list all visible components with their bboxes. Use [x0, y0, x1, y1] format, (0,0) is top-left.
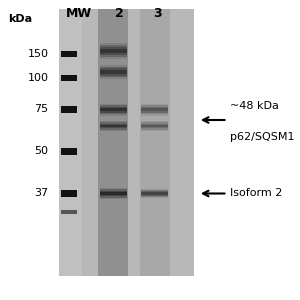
FancyBboxPatch shape [100, 105, 127, 106]
FancyBboxPatch shape [100, 55, 127, 57]
FancyBboxPatch shape [100, 198, 127, 199]
Text: 37: 37 [34, 188, 49, 199]
FancyBboxPatch shape [141, 130, 168, 131]
FancyBboxPatch shape [141, 194, 168, 195]
FancyBboxPatch shape [141, 195, 168, 196]
FancyBboxPatch shape [100, 191, 127, 192]
FancyBboxPatch shape [100, 47, 127, 49]
FancyBboxPatch shape [100, 110, 127, 111]
FancyBboxPatch shape [100, 53, 127, 55]
FancyBboxPatch shape [100, 43, 127, 45]
FancyBboxPatch shape [141, 196, 168, 197]
FancyBboxPatch shape [141, 125, 168, 126]
FancyBboxPatch shape [100, 68, 127, 70]
FancyBboxPatch shape [100, 103, 127, 105]
FancyBboxPatch shape [100, 124, 127, 125]
Text: 100: 100 [28, 73, 49, 83]
FancyBboxPatch shape [141, 122, 168, 124]
FancyBboxPatch shape [100, 195, 127, 196]
FancyBboxPatch shape [100, 108, 127, 110]
FancyBboxPatch shape [141, 128, 168, 130]
FancyBboxPatch shape [141, 127, 168, 128]
FancyBboxPatch shape [61, 106, 77, 113]
Text: 150: 150 [28, 49, 49, 59]
Text: 50: 50 [34, 146, 49, 157]
FancyBboxPatch shape [141, 192, 168, 194]
FancyBboxPatch shape [100, 77, 127, 79]
FancyBboxPatch shape [100, 121, 127, 122]
FancyBboxPatch shape [59, 9, 82, 276]
Text: 2: 2 [116, 7, 124, 20]
FancyBboxPatch shape [61, 75, 77, 81]
Text: Isoform 2: Isoform 2 [230, 188, 283, 199]
FancyBboxPatch shape [141, 121, 168, 122]
FancyBboxPatch shape [141, 110, 168, 111]
FancyBboxPatch shape [141, 190, 168, 191]
Text: p62/SQSM1: p62/SQSM1 [230, 132, 295, 142]
FancyBboxPatch shape [100, 76, 127, 77]
FancyBboxPatch shape [141, 191, 168, 192]
FancyBboxPatch shape [61, 190, 77, 197]
FancyBboxPatch shape [141, 108, 168, 110]
FancyBboxPatch shape [100, 70, 127, 72]
Text: 3: 3 [153, 7, 162, 20]
FancyBboxPatch shape [141, 112, 168, 114]
FancyBboxPatch shape [100, 45, 127, 47]
FancyBboxPatch shape [100, 188, 127, 190]
FancyBboxPatch shape [61, 148, 77, 155]
FancyBboxPatch shape [100, 57, 127, 59]
FancyBboxPatch shape [100, 114, 127, 116]
FancyBboxPatch shape [100, 130, 127, 131]
FancyBboxPatch shape [100, 125, 127, 126]
Text: MW: MW [66, 7, 92, 20]
FancyBboxPatch shape [100, 49, 127, 51]
FancyBboxPatch shape [100, 196, 127, 198]
Text: ~48 kDa: ~48 kDa [230, 101, 279, 111]
FancyBboxPatch shape [141, 103, 168, 105]
FancyBboxPatch shape [141, 124, 168, 125]
Text: kDa: kDa [8, 14, 32, 23]
FancyBboxPatch shape [141, 105, 168, 106]
FancyBboxPatch shape [100, 106, 127, 108]
FancyBboxPatch shape [100, 74, 127, 76]
FancyBboxPatch shape [141, 114, 168, 116]
FancyBboxPatch shape [141, 126, 168, 127]
FancyBboxPatch shape [141, 106, 168, 108]
FancyBboxPatch shape [100, 51, 127, 53]
Text: 75: 75 [34, 104, 49, 115]
FancyBboxPatch shape [61, 51, 77, 57]
FancyBboxPatch shape [100, 112, 127, 114]
FancyBboxPatch shape [100, 67, 127, 68]
FancyBboxPatch shape [100, 127, 127, 128]
FancyBboxPatch shape [98, 9, 128, 276]
FancyBboxPatch shape [141, 111, 168, 112]
FancyBboxPatch shape [100, 126, 127, 127]
FancyBboxPatch shape [100, 72, 127, 74]
FancyBboxPatch shape [59, 9, 194, 276]
FancyBboxPatch shape [141, 197, 168, 198]
FancyBboxPatch shape [100, 65, 127, 67]
FancyBboxPatch shape [100, 192, 127, 194]
FancyBboxPatch shape [100, 128, 127, 130]
FancyBboxPatch shape [100, 111, 127, 112]
FancyBboxPatch shape [140, 9, 169, 276]
FancyBboxPatch shape [100, 190, 127, 191]
FancyBboxPatch shape [141, 189, 168, 190]
FancyBboxPatch shape [100, 122, 127, 124]
FancyBboxPatch shape [100, 194, 127, 195]
FancyBboxPatch shape [61, 210, 77, 214]
